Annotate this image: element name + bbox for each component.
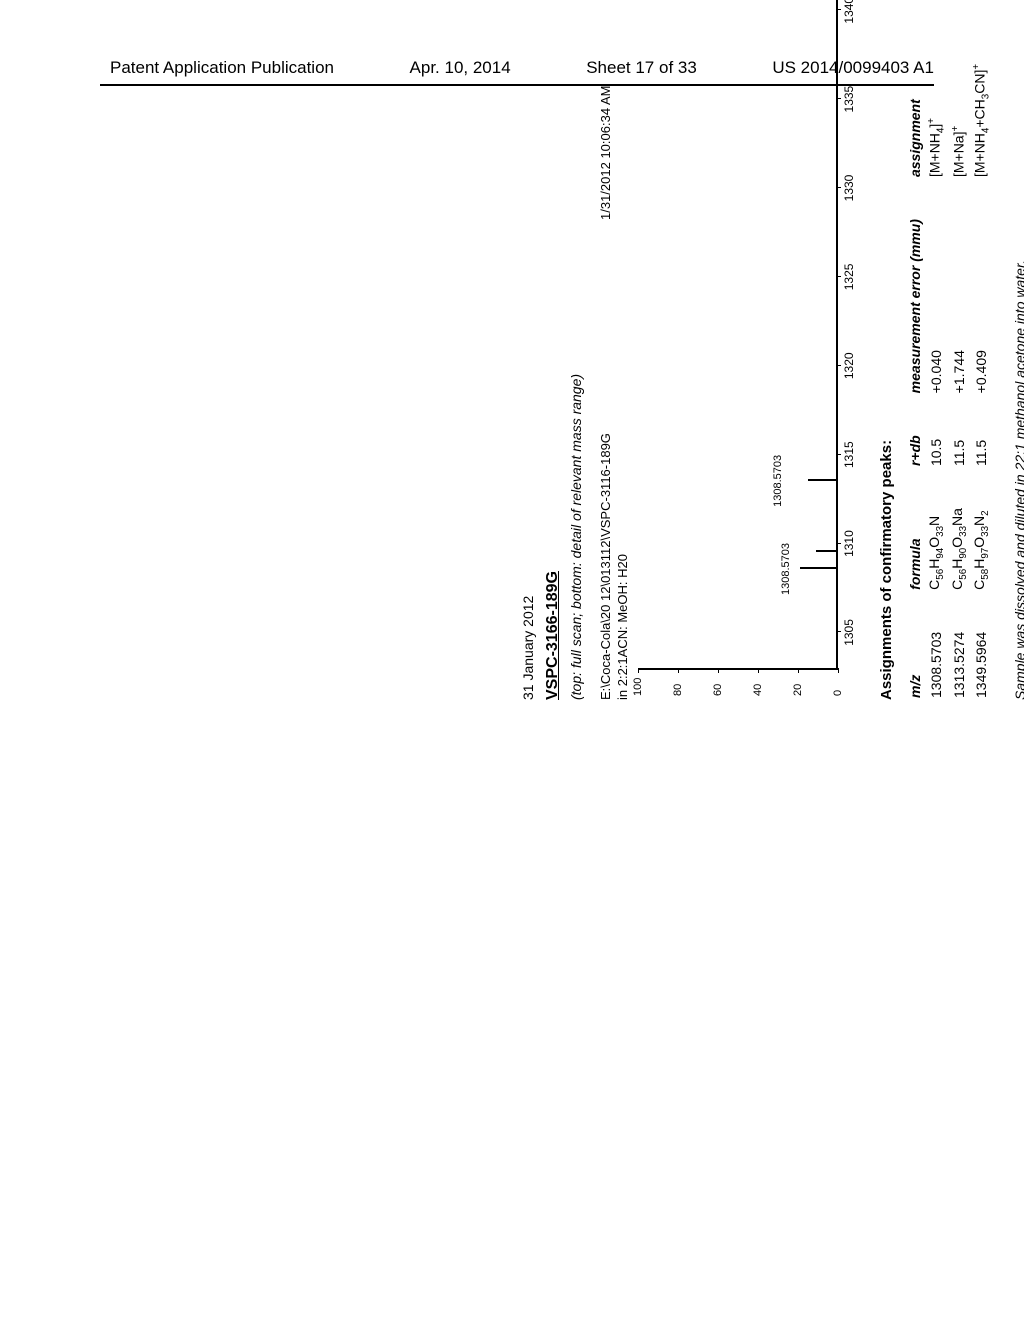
xtick-mark: [836, 9, 841, 10]
ytick-mark: [638, 668, 639, 673]
table-row: 1349.5964C58H97O33N211.5+0.409[M+NH4+CH3…: [971, 24, 992, 698]
cell-rdb: 10.5: [926, 395, 947, 466]
cell-formula: C56H94O33N: [926, 468, 947, 590]
chart-path: E:\Coca-Cola\20 12\013112\VSPC-3116-189G: [598, 220, 613, 700]
ytick-label: 80: [672, 684, 684, 696]
xtick-label: 1335: [842, 86, 856, 113]
spectrum-peak: [800, 567, 836, 569]
cell-formula: C58H97O33N2: [971, 468, 992, 590]
assignments-title: Assignments of confirmatory peaks:: [878, 0, 895, 700]
page: Patent Application Publication Apr. 10, …: [0, 0, 1024, 1320]
rotated-content: 31 January 2012 VSPC-3166-189G (top: ful…: [520, 0, 1024, 700]
publication-label: Patent Application Publication: [110, 58, 334, 78]
xtick-label: 1305: [842, 619, 856, 646]
ytick-label: 100: [632, 678, 644, 696]
col-formula: formula: [907, 468, 924, 590]
table-header-row: m/z formula r+db measurement error (mmu)…: [907, 24, 924, 698]
doc-subtitle: (top: full scan; bottom: detail of relev…: [568, 0, 584, 700]
cell-mz: 1313.5274: [949, 592, 969, 698]
cell-mz: 1308.5703: [926, 592, 947, 698]
xtick-mark: [836, 187, 841, 188]
chart-solvent: in 2:2:1ACN: MeOH: H20: [615, 0, 630, 700]
xtick-label: 1330: [842, 175, 856, 202]
cell-error: +0.409: [971, 179, 992, 393]
ytick-label: 60: [712, 684, 724, 696]
ytick-mark: [678, 668, 679, 673]
col-assignment: assignment: [907, 24, 924, 177]
ytick-label: 0: [832, 690, 844, 696]
cell-error: +0.040: [926, 179, 947, 393]
cell-assignment: [M+Na]+: [949, 24, 969, 177]
doc-date: 31 January 2012: [520, 0, 536, 700]
xtick-mark: [836, 543, 841, 544]
cell-formula: C56H90O33Na: [949, 468, 969, 590]
xtick-label: 1325: [842, 264, 856, 291]
chart-header-row: E:\Coca-Cola\20 12\013112\VSPC-3116-189G…: [598, 0, 613, 700]
spectrum-peak: [816, 550, 836, 552]
ytick-mark: [798, 668, 799, 673]
cell-mz: 1349.5964: [971, 592, 992, 698]
xtick-mark: [836, 98, 841, 99]
cell-rdb: 11.5: [971, 395, 992, 466]
ytick-mark: [758, 668, 759, 673]
xtick-mark: [836, 631, 841, 632]
chart-timestamp: 1/31/2012 10:06:34 AM: [598, 0, 613, 220]
cell-assignment: [M+NH4]+: [926, 24, 947, 177]
table-row: 1313.5274C56H90O33Na11.5+1.744[M+Na]+: [949, 24, 969, 698]
ytick-mark: [718, 668, 719, 673]
xtick-mark: [836, 276, 841, 277]
xtick-label: 1320: [842, 352, 856, 379]
cell-rdb: 11.5: [949, 395, 969, 466]
peak-label: 1308.5703: [780, 543, 792, 595]
ytick-label: 40: [752, 684, 764, 696]
col-err: measurement error (mmu): [907, 179, 924, 393]
cell-error: +1.744: [949, 179, 969, 393]
ytick-label: 20: [792, 684, 804, 696]
cell-assignment: [M+NH4+CH3CN]+: [971, 24, 992, 177]
xtick-mark: [836, 454, 841, 455]
assignments-table: m/z formula r+db measurement error (mmu)…: [905, 22, 994, 700]
peak-label: 1308.5703: [772, 455, 784, 507]
publication-date: Apr. 10, 2014: [410, 58, 511, 78]
col-mz: m/z: [907, 592, 924, 698]
mass-spectrum-chart: 0204060801001305131013151320132513301335…: [638, 0, 838, 670]
doc-title-code: VSPC-3166-189G: [544, 0, 562, 700]
col-rdb: r+db: [907, 395, 924, 466]
xtick-label: 1310: [842, 530, 856, 557]
xtick-mark: [836, 365, 841, 366]
ytick-mark: [838, 668, 839, 673]
spectrum-peak: [808, 479, 836, 481]
table-row: 1308.5703C56H94O33N10.5+0.040[M+NH4]+: [926, 24, 947, 698]
xtick-label: 1315: [842, 441, 856, 468]
xtick-label: 1340: [842, 0, 856, 24]
sample-note: Sample was dissolved and diluted in 22:1…: [1012, 0, 1024, 700]
